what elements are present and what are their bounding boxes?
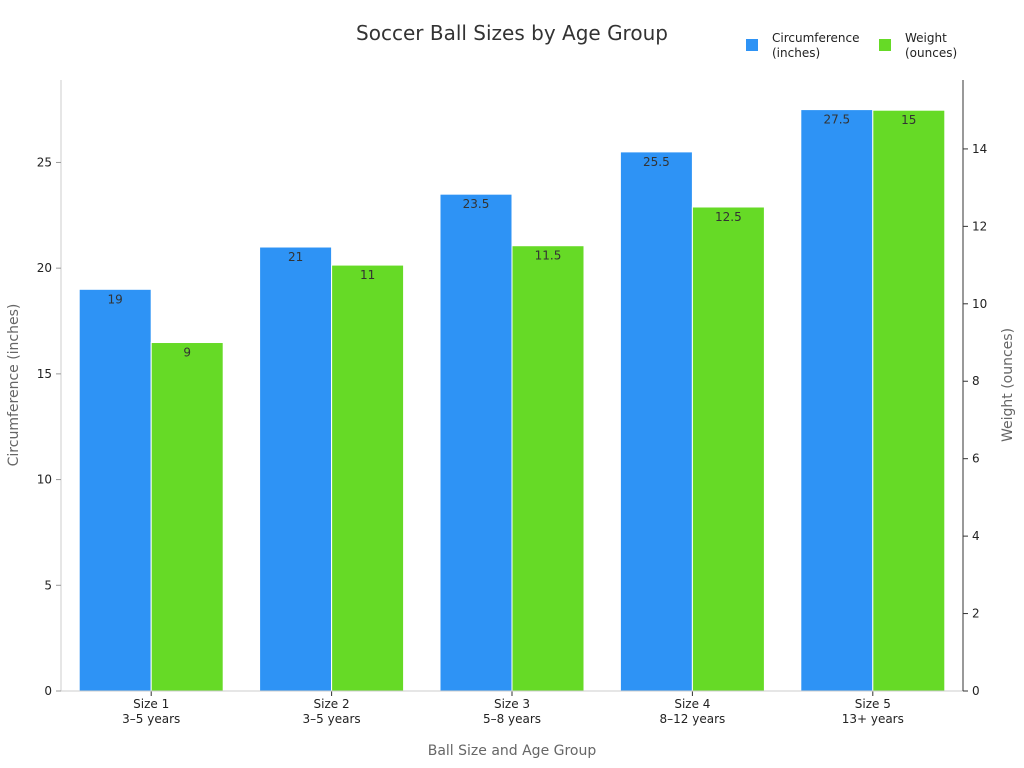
y2-tick-label: 8 (972, 374, 980, 388)
y-tick-label: 5 (44, 578, 52, 592)
bar-circumference (439, 193, 513, 692)
y2-tick-label: 4 (972, 529, 980, 543)
chart-title: Soccer Ball Sizes by Age Group (356, 21, 668, 45)
x-tick-label: Size 1 (133, 697, 169, 711)
y2-tick-label: 6 (972, 452, 980, 466)
x-tick-label: Size 5 (855, 697, 891, 711)
x-tick-label: 13+ years (842, 712, 904, 726)
data-label: 15 (901, 113, 916, 127)
data-label: 12.5 (715, 210, 742, 224)
bar-circumference (78, 288, 152, 692)
legend-label: Weight (905, 31, 947, 45)
x-tick-label: 5–8 years (483, 712, 541, 726)
x-tick-label: Size 3 (494, 697, 530, 711)
legend-label: (ounces) (905, 46, 957, 60)
x-tick-label: 8–12 years (660, 712, 726, 726)
legend-swatch-circumference (746, 39, 758, 51)
data-label: 11 (360, 268, 375, 282)
y2-tick-label: 0 (972, 684, 980, 698)
bar-weight (872, 109, 946, 692)
bar-circumference (259, 246, 333, 692)
x-tick-label: Size 2 (314, 697, 350, 711)
bar-weight (331, 264, 405, 692)
bar-weight (691, 206, 765, 692)
data-label: 23.5 (463, 197, 490, 211)
legend-swatch-weight (879, 39, 891, 51)
y2-axis-label: Weight (ounces) (1000, 328, 1016, 442)
y-axis-label: Circumference (inches) (6, 304, 22, 467)
bar-weight (150, 342, 224, 692)
x-axis-label: Ball Size and Age Group (428, 743, 597, 759)
y2-tick-label: 10 (972, 297, 987, 311)
x-tick-label: 3–5 years (122, 712, 180, 726)
x-tick-label: 3–5 years (303, 712, 361, 726)
y2-tick-label: 12 (972, 219, 987, 233)
y2-tick-label: 14 (972, 142, 987, 156)
y-tick-label: 0 (44, 684, 52, 698)
data-label: 25.5 (643, 155, 670, 169)
data-label: 27.5 (823, 113, 850, 127)
legend-label: Circumference (772, 31, 860, 45)
bar-circumference (800, 109, 874, 692)
data-label: 11.5 (535, 249, 562, 263)
x-tick-label: Size 4 (674, 697, 710, 711)
y-tick-label: 10 (37, 473, 52, 487)
data-label: 21 (288, 250, 303, 264)
legend-label: (inches) (772, 46, 820, 60)
y-tick-label: 20 (37, 261, 52, 275)
data-label: 9 (183, 346, 191, 360)
data-label: 19 (108, 292, 123, 306)
y2-tick-label: 2 (972, 607, 980, 621)
y-tick-label: 25 (37, 155, 52, 169)
bar-weight (511, 245, 585, 692)
y-tick-label: 15 (37, 367, 52, 381)
bar-circumference (619, 151, 693, 692)
